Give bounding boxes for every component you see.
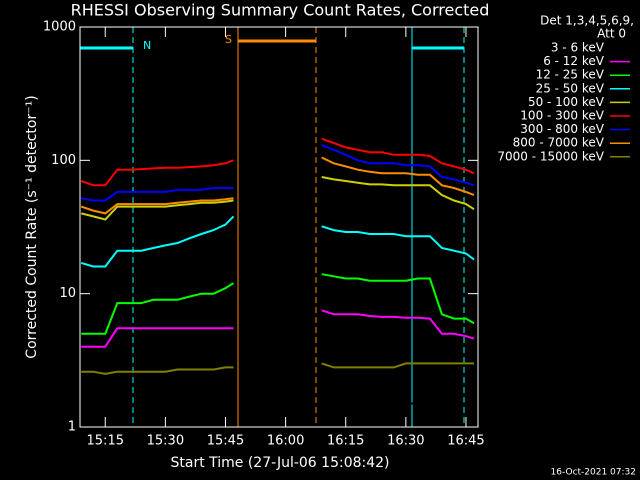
y-axis-label: Corrected Count Rate (s⁻¹ detector⁻¹) <box>24 95 40 358</box>
series-line <box>80 137 475 187</box>
legend-label: 300 - 800 keV <box>520 122 604 136</box>
annotation: S <box>225 33 232 46</box>
plot-frame <box>79 26 479 428</box>
x-tick-label: 16:00 <box>267 434 304 449</box>
x-tick-label: 16:45 <box>447 434 484 449</box>
y-tick-label: 10 <box>59 286 76 301</box>
legend-label: 25 - 50 keV <box>536 81 605 95</box>
series-line <box>81 362 474 375</box>
y-tick-label: 100 <box>51 153 76 168</box>
y-tick-label: 1000 <box>43 20 76 35</box>
x-tick-label: 16:15 <box>327 434 364 449</box>
series-line <box>81 144 475 202</box>
series-line <box>80 156 475 215</box>
series-line <box>81 273 475 335</box>
x-tick-label: 15:15 <box>87 434 124 449</box>
legend-label: 12 - 25 keV <box>536 68 605 82</box>
legend-label: 6 - 12 keV <box>543 54 605 68</box>
footer: 16-Oct-2021 07:32 <box>551 468 636 478</box>
annotation: N <box>143 39 151 52</box>
chart-title: RHESSI Observing Summary Count Rates, Co… <box>71 1 490 20</box>
x-tick-label: 15:45 <box>207 434 244 449</box>
series-line <box>81 309 475 348</box>
legend-label: 3 - 6 keV <box>551 41 605 55</box>
legend-label: 50 - 100 keV <box>528 95 605 109</box>
legend-label: 800 - 7000 keV <box>513 136 605 150</box>
legend-label: 7000 - 15000 keV <box>497 149 604 163</box>
series-line <box>80 395 474 409</box>
legend-title: Att 0 <box>597 27 626 41</box>
x-axis-label: Start Time (27-Jul-06 15:08:42) <box>170 455 389 471</box>
series-line <box>80 176 475 221</box>
legend-title: Det 1,3,4,5,6,9, <box>540 14 634 28</box>
x-tick-label: 16:30 <box>387 434 424 449</box>
series-line <box>80 215 475 268</box>
x-tick-label: 15:30 <box>147 434 184 449</box>
y-tick-label: 1 <box>68 420 76 435</box>
legend-label: 100 - 300 keV <box>520 109 604 123</box>
